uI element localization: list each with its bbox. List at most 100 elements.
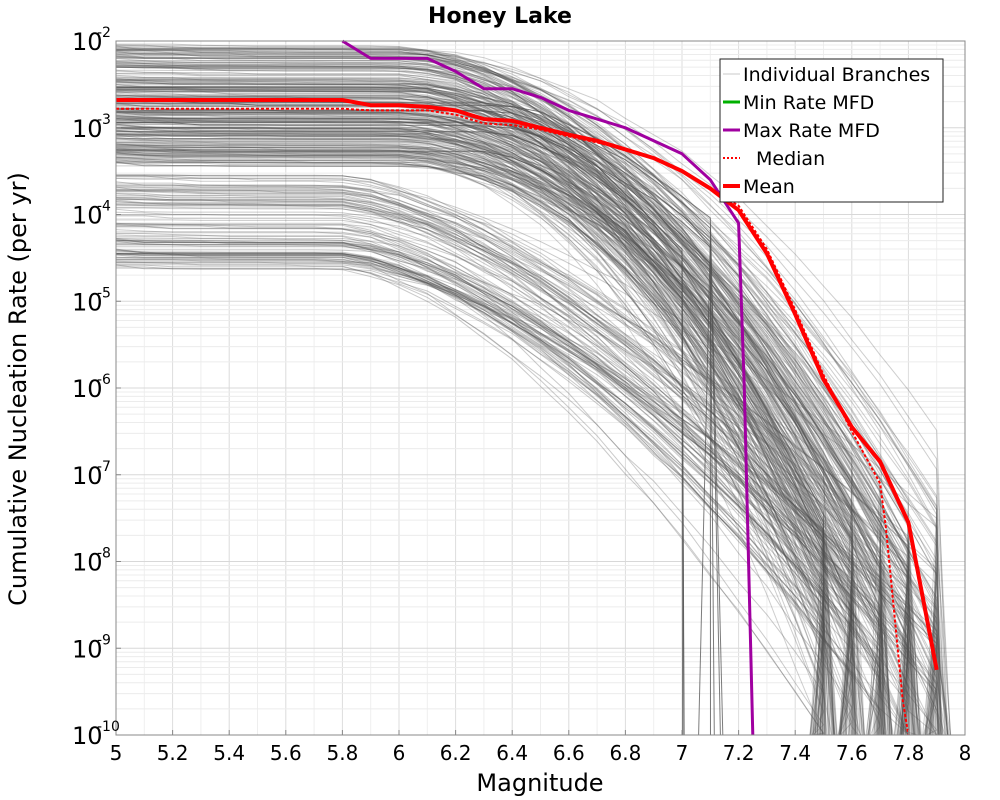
branch-line <box>115 154 829 736</box>
branch-line <box>115 162 938 736</box>
branch-line <box>115 250 825 736</box>
branch-line <box>116 219 886 736</box>
branch-line <box>115 104 856 736</box>
branch-line <box>115 143 833 736</box>
branch-line <box>116 259 938 736</box>
branch-line <box>116 223 916 736</box>
branch-line <box>116 49 948 736</box>
branch-line <box>116 253 857 736</box>
branch-line <box>116 190 949 736</box>
branch-line <box>115 150 909 736</box>
branch-line <box>116 89 922 736</box>
branch-line <box>116 190 836 736</box>
branch-line <box>115 134 938 736</box>
branch-line <box>116 177 948 736</box>
branch-line <box>116 149 825 736</box>
branch-line <box>115 116 938 736</box>
branch-line <box>115 46 883 736</box>
branch-line <box>116 96 909 736</box>
branch-line <box>115 177 920 736</box>
branch-line <box>116 55 825 736</box>
branch-line <box>115 186 889 736</box>
branch-line <box>116 262 891 736</box>
series-line-mean <box>116 98 939 671</box>
branch-line <box>116 249 938 736</box>
legend-label: Max Rate MFD <box>743 120 880 142</box>
branch-line <box>116 118 881 736</box>
y-ticks: 10-210-310-410-510-610-710-810-910-10 <box>72 25 121 750</box>
y-tick-exponent: -10 <box>97 719 120 735</box>
branch-line <box>115 137 853 736</box>
x-tick-label: 6.4 <box>496 741 528 765</box>
y-tick-exponent: -8 <box>97 546 111 562</box>
branch-line <box>116 145 938 736</box>
x-tick-label: 8 <box>959 741 972 765</box>
branch-line <box>116 240 833 736</box>
branch-line <box>116 165 909 736</box>
legend: Individual Branches Min Rate MFD Max Rate … <box>719 58 944 203</box>
branch-line <box>115 124 825 736</box>
branch-line <box>116 226 853 736</box>
branch-line <box>115 239 890 736</box>
branch-line <box>115 254 912 736</box>
branch-line <box>116 105 865 736</box>
branch-line <box>115 53 914 736</box>
branch-line <box>116 199 865 736</box>
x-tick-label: 5 <box>110 741 123 765</box>
branch-line <box>116 146 942 736</box>
branch-line <box>115 114 938 736</box>
branch-line <box>116 53 938 736</box>
branch-line <box>116 143 862 736</box>
branch-line <box>116 174 853 736</box>
branch-line <box>115 161 939 736</box>
branch-line <box>116 48 830 736</box>
legend-box <box>719 58 944 203</box>
branch-line <box>115 130 865 736</box>
branch-line <box>116 110 909 736</box>
branch-line <box>116 233 825 736</box>
branch-line <box>115 76 944 736</box>
x-tick-label: 6 <box>393 741 406 765</box>
branch-line <box>116 206 892 736</box>
branch-line <box>115 137 853 736</box>
branch-line <box>116 66 884 736</box>
branch-line <box>116 87 884 736</box>
branch-line <box>115 78 909 736</box>
branch-line <box>116 202 938 736</box>
branch-line <box>116 131 685 736</box>
branch-line <box>115 152 938 736</box>
branch-line <box>116 112 943 736</box>
branch-line <box>115 249 853 736</box>
branch-line <box>116 57 825 736</box>
branch-line <box>115 62 825 736</box>
y-tick-label: 10 <box>72 28 103 56</box>
branch-line <box>115 50 825 736</box>
branch-line <box>116 143 881 736</box>
branch-line <box>115 74 881 736</box>
branch-line <box>115 110 835 736</box>
branch-line <box>115 125 910 736</box>
branch-line <box>115 88 825 736</box>
x-tick-label: 7.6 <box>836 741 868 765</box>
branch-line <box>115 211 938 736</box>
branch-line <box>115 152 863 736</box>
branch-line <box>115 133 909 736</box>
legend-label: Mean <box>743 176 795 198</box>
branch-line <box>115 143 911 736</box>
branch-line <box>116 116 909 736</box>
branch-line <box>115 203 910 736</box>
branch-line <box>115 44 859 736</box>
branch-line <box>115 201 853 736</box>
branch-line <box>116 175 853 736</box>
branch-line <box>115 157 922 736</box>
branch-line <box>115 123 881 736</box>
branch-line <box>115 99 825 736</box>
branch-line <box>115 56 942 736</box>
branch-line <box>115 112 881 736</box>
branch-line <box>115 238 881 736</box>
branch-line <box>116 90 886 736</box>
branch-line <box>116 147 853 736</box>
branch-line <box>116 66 853 736</box>
branch-line <box>116 231 835 736</box>
